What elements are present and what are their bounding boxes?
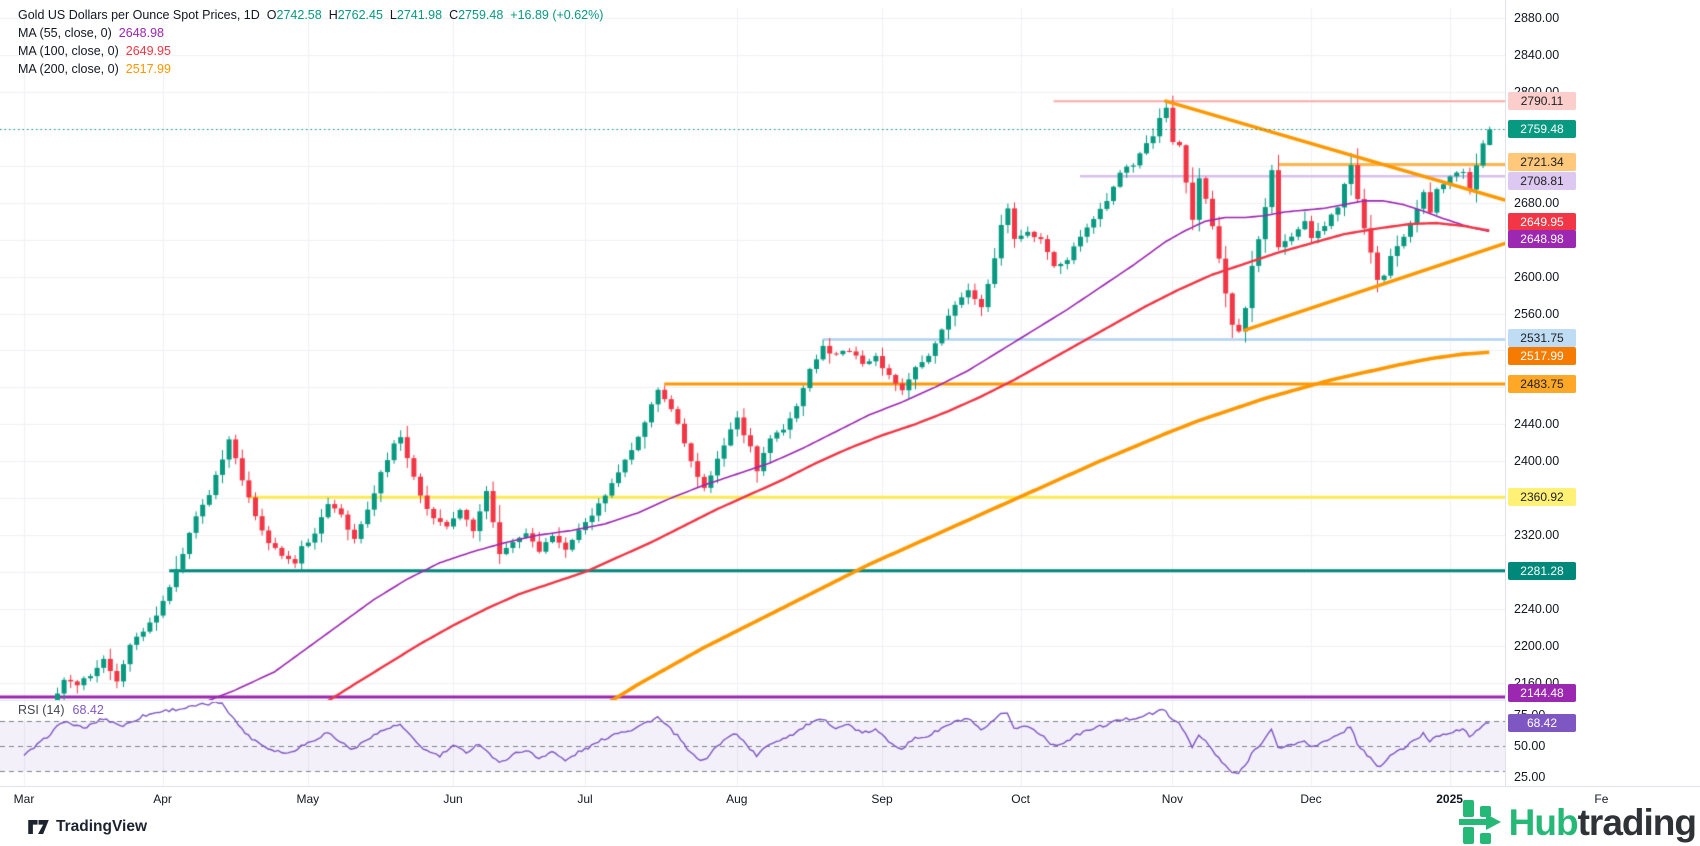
price-axis-badge: 2144.48 bbox=[1508, 684, 1576, 703]
ma200-label: MA (200, close, 0) bbox=[18, 62, 119, 76]
ma100-label: MA (100, close, 0) bbox=[18, 44, 119, 58]
hubtrading-icon bbox=[1458, 800, 1501, 844]
rsi-axis-label: 25.00 bbox=[1514, 770, 1546, 785]
time-axis-label: May bbox=[296, 792, 320, 806]
high-label: H bbox=[328, 8, 338, 22]
change-value: +16.89 (+0.62%) bbox=[510, 8, 604, 22]
price-axis-badge: 2483.75 bbox=[1508, 374, 1576, 393]
hub-logo-text-1: Hub bbox=[1508, 801, 1579, 843]
price-axis-label: 2840.00 bbox=[1514, 48, 1560, 63]
rsi-label: RSI (14) bbox=[18, 703, 65, 717]
price-axis-label: 2560.00 bbox=[1514, 306, 1560, 321]
close-value: 2759.48 bbox=[458, 8, 504, 22]
chart-legend: Gold US Dollars per Ounce Spot Prices, 1… bbox=[18, 6, 603, 78]
high-value: 2762.45 bbox=[337, 8, 383, 22]
low-value: 2741.98 bbox=[396, 8, 443, 22]
price-axis-label: 2320.00 bbox=[1514, 528, 1560, 543]
price-axis-badge: 2517.99 bbox=[1508, 347, 1576, 366]
price-axis-badge: 2648.98 bbox=[1508, 230, 1576, 249]
price-axis-label: 2400.00 bbox=[1514, 454, 1560, 469]
price-axis-label: 2440.00 bbox=[1514, 417, 1560, 432]
ma200-value: 2517.99 bbox=[125, 62, 171, 76]
tradingview-text: TradingView bbox=[56, 818, 148, 835]
time-axis-label: Nov bbox=[1161, 792, 1184, 806]
time-axis-label: Jun bbox=[443, 792, 463, 806]
price-axis-label: 2600.00 bbox=[1514, 269, 1560, 284]
rsi-axis-label: 50.00 bbox=[1514, 739, 1546, 753]
time-axis-label: 2025 bbox=[1436, 792, 1463, 806]
symbol-legend-row[interactable]: Gold US Dollars per Ounce Spot Prices, 1… bbox=[18, 6, 603, 24]
close-label: C bbox=[449, 8, 459, 22]
ma55-label: MA (55, close, 0) bbox=[18, 26, 112, 40]
tradingview-icon bbox=[28, 820, 49, 834]
low-label: L bbox=[389, 8, 397, 22]
price-axis-badge: 2708.81 bbox=[1508, 172, 1576, 191]
price-scale[interactable]: 2880.002840.002800.002680.002600.002560.… bbox=[1505, 0, 1700, 786]
price-axis-badge: 2360.92 bbox=[1508, 488, 1576, 507]
time-axis-label: Dec bbox=[1300, 792, 1322, 806]
price-axis-badge: 2531.75 bbox=[1508, 328, 1576, 347]
time-axis-label: Oct bbox=[1011, 792, 1030, 806]
price-axis-badge: 2281.28 bbox=[1508, 561, 1576, 580]
hubtrading-logo: Hubtrading bbox=[1458, 800, 1697, 844]
rsi-value: 68.42 bbox=[72, 703, 104, 717]
time-scale[interactable]: Mar Apr May Jun Jul Aug Sep Oct Nov Dec 2025 Fe bbox=[0, 786, 1700, 811]
time-axis-label: Sep bbox=[871, 792, 893, 806]
price-axis-badge: 2790.11 bbox=[1508, 92, 1576, 111]
price-axis-label: 2680.00 bbox=[1514, 195, 1560, 210]
open-label: O bbox=[266, 8, 277, 22]
time-axis-label: Jul bbox=[577, 792, 593, 806]
time-axis-label: Fe bbox=[1594, 792, 1609, 806]
tradingview-logo[interactable]: TradingView bbox=[28, 818, 147, 836]
ma100-value: 2649.95 bbox=[125, 44, 171, 58]
price-axis-label: 2240.00 bbox=[1514, 601, 1560, 616]
time-axis-label: Aug bbox=[726, 792, 748, 806]
ma55-legend-row[interactable]: MA (55, close, 0) 2648.98 bbox=[18, 24, 603, 42]
hub-logo-text-2: trading bbox=[1577, 801, 1697, 843]
symbol-title: Gold US Dollars per Ounce Spot Prices, 1… bbox=[18, 8, 260, 22]
price-axis-badge: 2759.48 bbox=[1508, 120, 1576, 139]
price-axis-badge: 2649.95 bbox=[1508, 213, 1576, 232]
ma55-value: 2648.98 bbox=[118, 26, 164, 40]
ma100-legend-row[interactable]: MA (100, close, 0) 2649.95 bbox=[18, 42, 603, 60]
price-axis-label: 2200.00 bbox=[1514, 638, 1560, 653]
price-axis-label: 2880.00 bbox=[1514, 11, 1560, 26]
time-axis-label: Mar bbox=[13, 792, 35, 806]
open-value: 2742.58 bbox=[276, 8, 322, 22]
price-axis-badge: 2721.34 bbox=[1508, 152, 1576, 171]
rsi-axis-badge: 68.42 bbox=[1508, 713, 1576, 732]
time-axis-label: Apr bbox=[153, 792, 172, 806]
ma200-legend-row[interactable]: MA (200, close, 0) 2517.99 bbox=[18, 60, 603, 78]
rsi-legend-row[interactable]: RSI (14) 68.42 bbox=[18, 703, 104, 717]
